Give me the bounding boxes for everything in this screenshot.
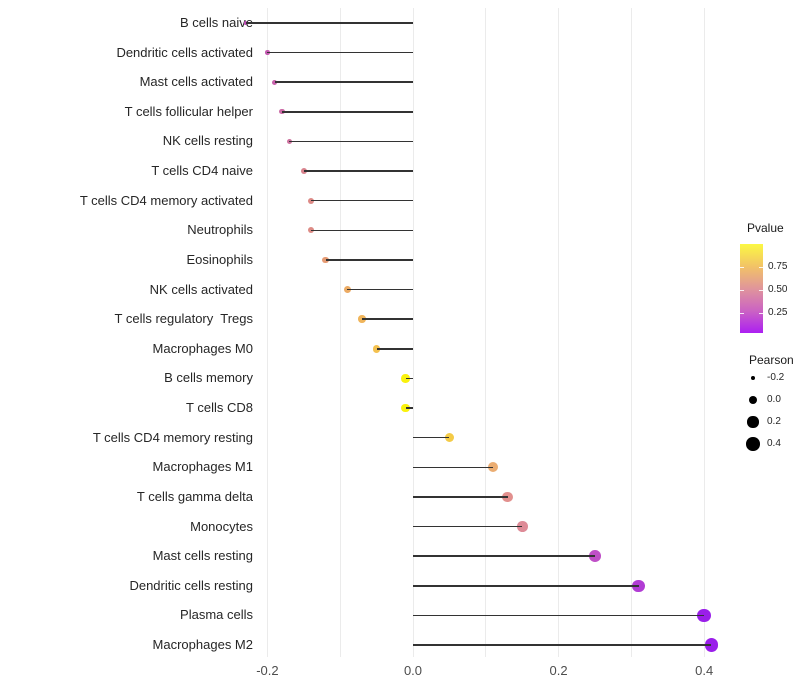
category-label: T cells CD4 memory resting — [92, 429, 253, 445]
pearson-legend-title: Pearson — [749, 353, 794, 367]
lollipop-stem — [289, 140, 413, 143]
category-label: T cells follicular helper — [124, 103, 253, 119]
pearson-size-key-dot — [746, 437, 760, 451]
category-label: B cells memory — [164, 370, 253, 386]
pvalue-tickmark — [740, 313, 744, 314]
lollipop-dot — [308, 227, 315, 234]
category-label: T cells CD8 — [186, 400, 253, 416]
pearson-size-key-dot — [748, 395, 758, 405]
lollipop-dot — [632, 579, 645, 592]
gridline — [412, 8, 414, 657]
gridline — [558, 8, 560, 657]
pvalue-tick-label: 0.50 — [768, 284, 788, 295]
category-label: T cells CD4 naive — [151, 163, 253, 179]
lollipop-stem — [405, 377, 413, 380]
lollipop-stem — [413, 614, 705, 617]
lollipop-stem — [347, 288, 413, 291]
category-label: Macrophages M1 — [152, 459, 253, 475]
lollipop-stem — [413, 585, 639, 587]
category-label: T cells gamma delta — [136, 488, 253, 504]
x-tick-label: -0.2 — [256, 663, 279, 678]
lollipop-stem — [303, 170, 413, 172]
pvalue-legend-title: Pvalue — [747, 221, 784, 235]
gridline — [266, 8, 268, 657]
lollipop-stem — [311, 199, 413, 202]
lollipop-dot — [704, 638, 719, 652]
category-label: Macrophages M2 — [152, 637, 253, 653]
x-tick-label: 0.2 — [549, 663, 568, 678]
pvalue-tickmark — [740, 267, 744, 268]
category-label: T cells regulatory Tregs — [114, 311, 253, 327]
lollipop-stem — [267, 51, 413, 54]
lollipop-dot — [516, 521, 528, 532]
lollipop-dot — [308, 197, 315, 204]
lollipop-stem — [413, 555, 595, 557]
category-label: Macrophages M0 — [152, 340, 253, 356]
lollipop-stem — [376, 348, 413, 350]
pearson-size-key-dot — [747, 416, 759, 428]
lollipop-dot — [286, 138, 292, 145]
gridline — [485, 8, 487, 657]
lollipop-stem — [311, 229, 413, 232]
lollipop-stem — [274, 81, 413, 83]
pvalue-colorbar — [740, 244, 763, 333]
lollipop-stem — [413, 466, 494, 469]
lollipop-dot — [372, 344, 381, 353]
pearson-size-key-label: 0.2 — [767, 416, 781, 427]
gridline — [630, 8, 632, 657]
x-tick-label: 0.4 — [695, 663, 714, 678]
category-label: T cells CD4 memory activated — [79, 192, 253, 208]
pvalue-tickmark — [759, 313, 763, 314]
category-label: Neutrophils — [187, 222, 253, 238]
lollipop-stem — [405, 407, 413, 409]
lollipop-stem — [325, 259, 413, 261]
gridline — [703, 8, 705, 657]
lollipop-stem — [245, 22, 413, 24]
category-label: Plasma cells — [180, 607, 253, 623]
category-label: B cells naive — [180, 15, 253, 30]
lollipop-stem — [413, 436, 450, 439]
lollipop-stem — [413, 525, 523, 528]
category-label: Dendritic cells resting — [129, 577, 253, 593]
lollipop-dot — [401, 374, 410, 383]
pearson-size-key-label: 0.4 — [767, 438, 781, 449]
lollipop-stem — [413, 644, 712, 646]
category-label: Mast cells resting — [152, 548, 253, 564]
lollipop-dot — [300, 168, 307, 175]
x-tick-label: 0.0 — [403, 663, 423, 678]
lollipop-dot — [502, 491, 513, 503]
pvalue-tickmark — [759, 290, 763, 291]
pearson-size-key-label: -0.2 — [767, 372, 785, 383]
pvalue-tick-label: 0.75 — [768, 261, 788, 272]
category-label: NK cells resting — [162, 133, 253, 149]
pearson-size-key-dot — [750, 375, 756, 381]
lollipop-stem — [281, 111, 413, 113]
category-label: Dendritic cells activated — [116, 44, 253, 60]
pvalue-tickmark — [759, 267, 763, 268]
category-label: Monocytes — [190, 518, 253, 534]
lollipop-stem — [413, 496, 508, 498]
category-label: NK cells activated — [149, 281, 253, 297]
pvalue-tick-label: 0.25 — [768, 307, 788, 318]
lollipop-dot — [401, 403, 410, 413]
category-label: Eosinophils — [186, 251, 254, 267]
lollipop-stem — [362, 318, 413, 320]
lollipop-dot — [279, 109, 285, 115]
pearson-size-key-label: 0.0 — [767, 394, 781, 405]
gridline — [339, 8, 341, 657]
category-label: Mast cells activated — [139, 74, 253, 90]
pvalue-tickmark — [740, 290, 744, 291]
